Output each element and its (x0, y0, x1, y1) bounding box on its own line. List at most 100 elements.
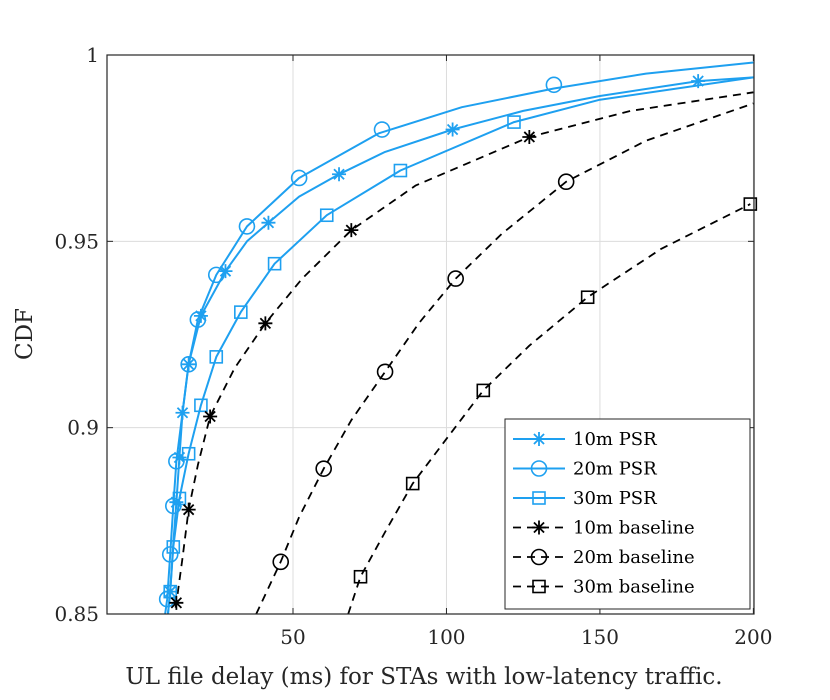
marker-30m-psr (181, 446, 196, 461)
legend-box (504, 418, 751, 610)
marker-20m-psr (161, 546, 179, 563)
marker-20m-psr (158, 590, 176, 608)
marker-10m-baseline (344, 223, 359, 238)
series-layer (164, 61, 754, 614)
marker-10m-psr (193, 308, 208, 323)
marker-30m-psr (163, 584, 178, 599)
legend-entry-20m-baseline: 20m baseline (513, 547, 695, 568)
x-axis-label: UL file delay (ms) for STAs with low-lat… (125, 664, 722, 690)
asterisk-marker-strokes (172, 450, 187, 465)
marker-10m-baseline (522, 129, 537, 144)
marker-10m-psr (332, 167, 347, 182)
marker-30m-baseline (476, 383, 491, 398)
legend-marker-20m-psr (530, 460, 548, 477)
marker-30m-psr (319, 208, 334, 223)
asterisk-marker-strokes (181, 357, 196, 372)
marker-30m-baseline (743, 197, 758, 211)
asterisk-marker-strokes (181, 502, 196, 517)
marker-20m-psr (373, 121, 391, 138)
y-tick-label: 1 (86, 43, 99, 67)
legend-entry-30m-baseline: 30m baseline (513, 577, 695, 598)
asterisk-marker-strokes (344, 223, 359, 238)
legend-entry-10m-psr: 10m PSR (513, 429, 657, 450)
x-tick-label: 200 (734, 625, 772, 649)
ticks: 50 100 150 200 0.85 0.9 0.95 1 (54, 43, 772, 649)
marker-10m-baseline (203, 409, 218, 424)
marker-20m-psr (207, 266, 225, 284)
asterisk-marker-strokes (532, 520, 546, 535)
marker-20m-baseline (376, 363, 394, 381)
marker-10m-baseline (258, 316, 273, 331)
legend-entry-30m-psr: 30m PSR (513, 488, 657, 509)
legend-marker-10m-baseline (532, 520, 546, 535)
asterisk-marker-strokes (169, 595, 184, 610)
marker-10m-baseline (169, 595, 184, 610)
x-tick-label: 150 (581, 625, 619, 649)
legend-label-30m-baseline: 30m baseline (573, 577, 695, 598)
legend-marker-30m-psr (532, 491, 546, 505)
marker-10m-psr (261, 215, 276, 230)
asterisk-marker-strokes (522, 129, 537, 144)
legend-marker-20m-baseline (530, 548, 548, 566)
marker-20m-baseline (557, 173, 575, 191)
y-tick-label: 0.95 (54, 229, 99, 253)
marker-10m-psr (169, 495, 184, 510)
series-line-20m-psr (164, 61, 754, 614)
marker-30m-psr (507, 115, 521, 129)
y-tick-label: 0.85 (54, 602, 99, 626)
legend-label-10m-psr: 10m PSR (573, 429, 657, 450)
marker-20m-baseline (272, 553, 290, 571)
marker-30m-baseline (580, 290, 595, 305)
marker-10m-psr (175, 405, 190, 420)
legend-label-20m-baseline: 20m baseline (573, 547, 695, 568)
asterisk-marker-strokes (532, 432, 546, 446)
marker-10m-psr (172, 450, 187, 465)
legend-entry-20m-psr: 20m PSR (513, 459, 657, 480)
marker-30m-psr (393, 163, 408, 178)
asterisk-marker-strokes (169, 495, 184, 510)
y-axis-label: CDF (12, 308, 38, 360)
marker-30m-psr (172, 491, 187, 506)
asterisk-marker-strokes (445, 122, 460, 137)
marker-20m-psr (290, 169, 308, 187)
marker-30m-psr (194, 398, 208, 413)
marker-10m-baseline (181, 502, 196, 517)
asterisk-marker-strokes (203, 409, 218, 424)
asterisk-marker-strokes (332, 167, 347, 182)
marker-20m-psr (189, 311, 207, 328)
asterisk-marker-strokes (193, 308, 208, 323)
marker-20m-psr (238, 218, 256, 235)
marker-10m-psr (218, 264, 233, 279)
marker-20m-psr (168, 452, 185, 470)
legend-entry-10m-baseline: 10m baseline (513, 518, 695, 539)
legend-marker-10m-psr (532, 432, 546, 446)
asterisk-marker-strokes (258, 316, 273, 331)
asterisk-marker-strokes (175, 405, 190, 420)
marker-30m-baseline (353, 569, 368, 584)
x-tick-label: 50 (280, 625, 305, 649)
x-tick-label: 100 (427, 625, 465, 649)
marker-20m-baseline (315, 460, 332, 477)
marker-layer (158, 74, 758, 610)
legend-marker-30m-baseline (532, 579, 546, 594)
asterisk-marker-strokes (691, 74, 706, 89)
legend-label-20m-psr: 20m PSR (573, 459, 657, 480)
marker-30m-psr (166, 540, 181, 554)
plot-frame (106, 54, 755, 615)
legend-label-30m-psr: 30m PSR (573, 488, 657, 509)
marker-10m-psr (691, 74, 706, 89)
series-line-10m-baseline (173, 91, 754, 614)
legend: 10m PSR 20m PSR 30m PSR 10m baseline 20m bas… (504, 418, 751, 610)
marker-30m-psr (209, 350, 224, 364)
legend-label-10m-baseline: 10m baseline (573, 518, 695, 539)
series-line-30m-psr (166, 76, 754, 614)
marker-20m-psr (545, 76, 563, 94)
marker-20m-baseline (447, 270, 464, 287)
marker-20m-psr (180, 356, 197, 373)
marker-10m-psr (181, 357, 196, 372)
marker-30m-baseline (405, 476, 420, 491)
asterisk-marker-strokes (218, 264, 233, 279)
y-tick-label: 0.9 (67, 416, 99, 440)
marker-30m-psr (267, 256, 282, 271)
